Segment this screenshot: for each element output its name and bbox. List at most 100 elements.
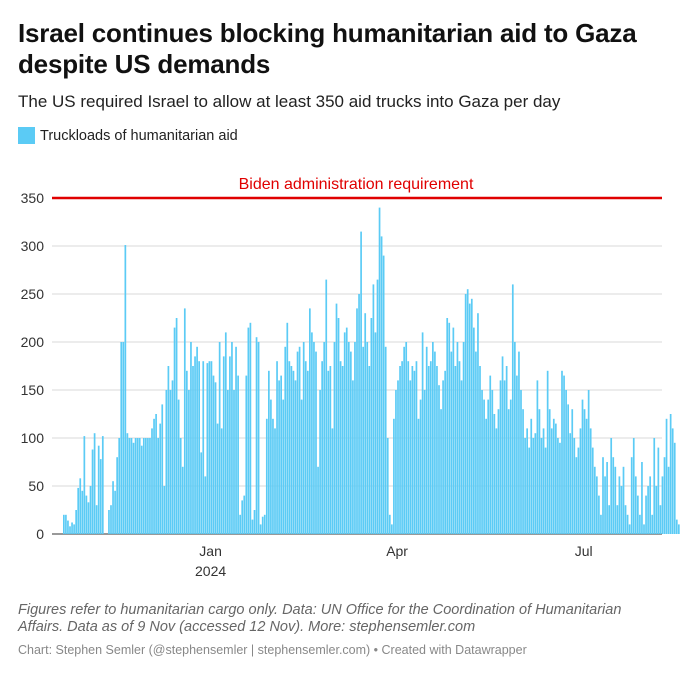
bar bbox=[194, 356, 196, 534]
bar bbox=[421, 332, 424, 534]
bar bbox=[423, 390, 426, 534]
bar bbox=[645, 495, 647, 534]
bar bbox=[657, 447, 660, 534]
bar bbox=[528, 447, 531, 534]
bar bbox=[155, 414, 157, 534]
bar bbox=[374, 332, 377, 534]
bar bbox=[251, 519, 254, 534]
bar bbox=[278, 380, 280, 534]
bar bbox=[216, 423, 219, 534]
bar bbox=[276, 361, 278, 534]
bar bbox=[89, 486, 92, 534]
bar bbox=[362, 346, 364, 534]
x-axis-labels: Jan2024AprJulOct bbox=[195, 543, 593, 579]
bar bbox=[481, 390, 483, 534]
bar bbox=[198, 361, 200, 534]
bar bbox=[462, 342, 465, 534]
x-tick-label: Jan bbox=[199, 543, 222, 559]
bar bbox=[520, 390, 522, 534]
bar bbox=[274, 428, 276, 534]
bar bbox=[335, 303, 338, 534]
bar bbox=[419, 399, 422, 534]
bar bbox=[637, 495, 639, 534]
bar bbox=[618, 476, 621, 534]
bar bbox=[495, 428, 498, 534]
bar bbox=[173, 327, 176, 534]
bar bbox=[200, 452, 203, 534]
bar bbox=[511, 284, 514, 534]
bar bbox=[319, 390, 321, 534]
bar bbox=[436, 366, 438, 534]
bar bbox=[532, 438, 535, 534]
bar bbox=[569, 433, 572, 534]
bar bbox=[167, 366, 170, 534]
bar bbox=[604, 476, 606, 534]
bar bbox=[288, 361, 291, 534]
bar bbox=[333, 342, 336, 534]
bar bbox=[487, 399, 490, 534]
bar bbox=[583, 409, 586, 534]
bar bbox=[130, 438, 133, 534]
x-tick-label: Jul bbox=[575, 543, 593, 559]
bar bbox=[343, 332, 346, 534]
bar bbox=[639, 514, 641, 534]
bar bbox=[165, 390, 168, 534]
bar bbox=[610, 438, 613, 534]
bar bbox=[202, 361, 205, 534]
bar bbox=[573, 438, 576, 534]
bar bbox=[95, 505, 98, 534]
bar bbox=[345, 327, 348, 534]
bar bbox=[91, 449, 94, 534]
bar bbox=[497, 409, 500, 534]
y-tick-label: 200 bbox=[21, 334, 45, 350]
bar bbox=[366, 342, 369, 534]
bar bbox=[393, 418, 395, 534]
bar bbox=[294, 380, 297, 534]
bar bbox=[75, 510, 77, 534]
bar bbox=[653, 438, 656, 534]
bar bbox=[118, 438, 121, 534]
bar bbox=[671, 428, 674, 534]
bar bbox=[585, 418, 588, 534]
bar bbox=[452, 327, 455, 534]
bar bbox=[530, 418, 533, 534]
bar bbox=[458, 361, 461, 534]
legend-label: Truckloads of humanitarian aid bbox=[40, 127, 238, 144]
bar bbox=[157, 438, 159, 534]
bar bbox=[434, 351, 436, 534]
bar bbox=[138, 438, 141, 534]
bar bbox=[358, 294, 360, 534]
bar bbox=[188, 390, 190, 534]
bar bbox=[466, 289, 469, 534]
bar bbox=[231, 342, 233, 534]
bar bbox=[575, 457, 578, 534]
bar bbox=[364, 313, 367, 534]
bar bbox=[479, 366, 481, 534]
bar bbox=[561, 370, 563, 534]
bar bbox=[214, 382, 217, 534]
bar bbox=[378, 207, 381, 534]
bar bbox=[327, 370, 330, 534]
bar bbox=[124, 245, 127, 534]
bar bbox=[544, 447, 547, 534]
bar bbox=[503, 380, 506, 534]
bar bbox=[212, 375, 215, 534]
bar bbox=[290, 366, 293, 534]
bar bbox=[122, 342, 125, 534]
bar bbox=[624, 505, 627, 534]
bar bbox=[128, 438, 131, 534]
bar bbox=[265, 418, 268, 534]
bar bbox=[302, 342, 305, 534]
bar bbox=[280, 375, 282, 534]
bar bbox=[309, 308, 311, 534]
bar bbox=[534, 433, 537, 534]
bar bbox=[286, 322, 289, 534]
bars bbox=[63, 207, 680, 534]
bar bbox=[220, 428, 223, 534]
bar bbox=[370, 318, 373, 534]
bar bbox=[647, 486, 649, 534]
bar bbox=[442, 380, 444, 534]
bar bbox=[600, 514, 602, 534]
bar bbox=[612, 457, 615, 534]
bar bbox=[620, 486, 623, 534]
